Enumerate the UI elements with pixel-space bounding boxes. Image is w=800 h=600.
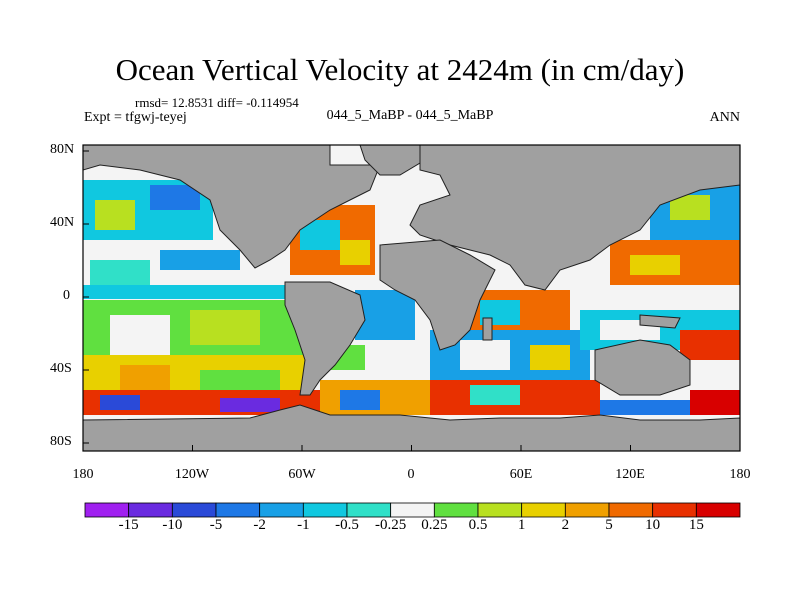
colorbar-label: -1 [297,517,310,533]
y-tick-0: 0 [63,288,70,303]
south-america [284,281,366,396]
velocity-patches [83,180,740,415]
colorbar-label: -0.5 [335,517,359,533]
x-tick-60w: 60W [288,467,316,482]
colorbar-swatch [390,502,435,518]
chart-title: Ocean Vertical Velocity at 2424m (in cm/… [115,52,685,87]
experiment-label: Expt = tfgwj-teyej [84,110,187,125]
colorbar-swatch [521,502,566,518]
colorbar-label: -15 [118,517,139,533]
axis-ticks [82,150,741,451]
colorbar-swatch [346,502,392,518]
colorbar-label: -10 [162,517,183,533]
x-tick-120w: 120W [174,467,210,482]
x-tick-180e: 180 [729,467,751,482]
case-label: 044_5_MaBP - 044_5_MaBP [326,108,494,123]
colorbar-label: 0.25 [421,517,448,533]
new-guinea [639,314,681,329]
colorbar-label: 1 [517,517,526,533]
colorbar-swatch [215,502,261,518]
australia [594,339,691,396]
y-tick-80n: 80N [50,142,75,157]
colorbar-label: -2 [253,517,266,533]
colorbar-label: 15 [688,517,704,533]
colorbar-label: 0.5 [468,517,488,533]
colorbar-swatch [608,502,654,518]
colorbar-swatch [433,502,479,518]
y-tick-80s: 80S [50,434,72,449]
greenland [359,145,426,176]
colorbar-swatch [564,502,610,518]
colorbar-swatch [302,502,348,518]
eurasia [409,145,740,291]
colorbar-label: 2 [561,517,570,533]
colorbar-swatch [652,502,697,518]
colorbar-label: 5 [605,517,613,533]
y-tick-40s: 40S [50,361,72,376]
antarctica [83,404,740,451]
x-tick-60e: 60E [509,467,533,482]
colorbar-swatch [84,502,130,518]
colorbar [84,502,741,518]
ocean-field [83,145,740,451]
x-tick-180w: 180 [72,467,94,482]
colorbar-swatch [259,502,304,518]
season-label: ANN [709,110,740,125]
africa [379,239,496,351]
colorbar-label: 10 [645,517,661,533]
colorbar-label: -5 [209,517,223,533]
colorbar-swatch [128,502,173,518]
madagascar [482,317,493,341]
x-tick-120e: 120E [615,467,645,482]
y-tick-40n: 40N [50,215,75,230]
x-tick-0: 0 [407,467,415,482]
colorbar-swatch [477,502,523,518]
stats-text: rmsd= 12.8531 diff= -0.114954 [135,95,299,110]
colorbar-swatch [171,502,217,518]
colorbar-label: -0.25 [375,517,407,533]
land-masses [83,145,740,451]
colorbar-swatch [695,502,741,518]
